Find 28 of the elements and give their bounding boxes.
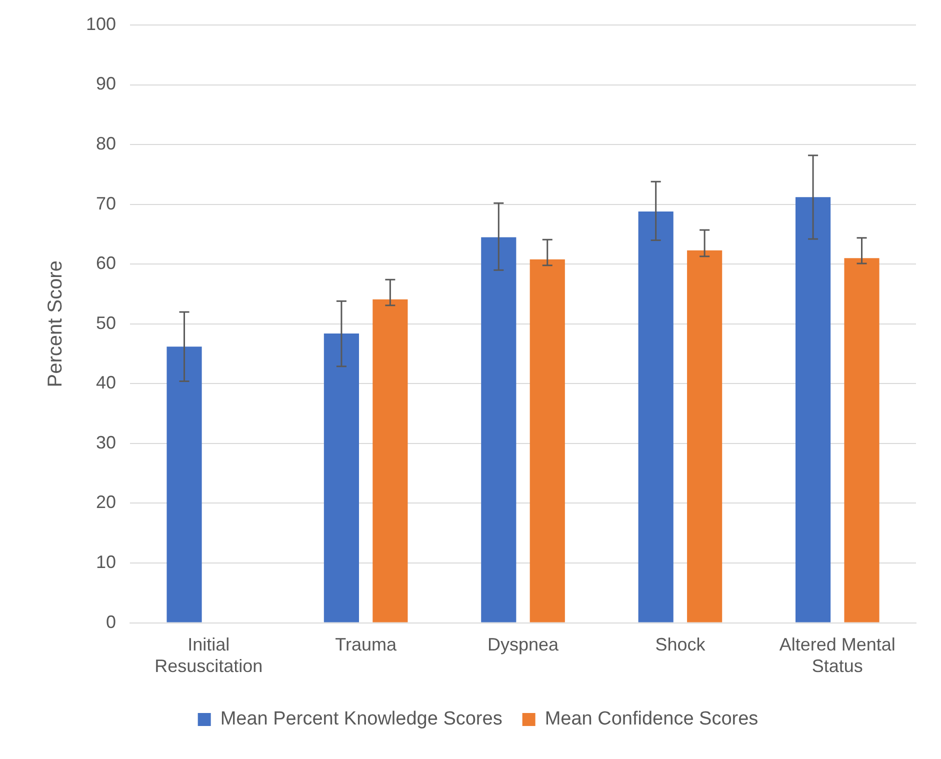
x-tick-label: Initial Resuscitation [154, 634, 263, 676]
bar [795, 197, 831, 622]
y-tick-label: 70 [96, 193, 116, 214]
x-tick-label: Trauma [335, 634, 398, 655]
y-tick-label: 80 [96, 134, 116, 154]
bar [638, 212, 674, 622]
x-tick-label: Shock [655, 634, 706, 655]
y-tick-label: 100 [86, 14, 116, 34]
bar [530, 259, 565, 622]
bar [324, 333, 359, 622]
bar [481, 237, 516, 622]
bar [844, 258, 880, 622]
bar [372, 299, 408, 622]
legend-label: Mean Percent Knowledge Scores [220, 708, 502, 730]
y-tick-label: 10 [96, 552, 116, 572]
x-tick-label: Dyspnea [487, 634, 560, 655]
y-tick-label: 0 [106, 612, 116, 632]
bar [687, 250, 722, 622]
y-tick-label: 30 [96, 432, 116, 452]
y-axis-title: Percent Score [44, 260, 67, 388]
x-tick-label: Altered Mental Status [779, 634, 896, 676]
y-tick-label: 40 [96, 372, 116, 393]
bar [166, 346, 202, 622]
legend-label: Mean Confidence Scores [544, 708, 758, 730]
y-tick-label: 50 [96, 312, 116, 333]
y-tick-label: 20 [96, 492, 116, 512]
y-tick-label: 90 [96, 74, 116, 94]
y-tick-label: 60 [96, 253, 116, 274]
